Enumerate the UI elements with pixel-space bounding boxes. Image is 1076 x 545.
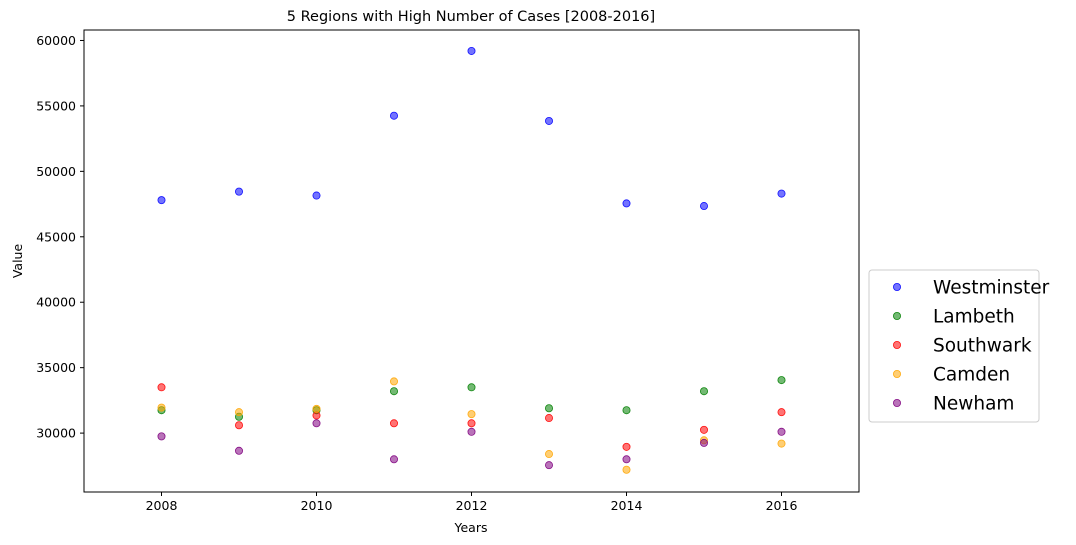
point-lambeth-2016 bbox=[777, 376, 786, 385]
point-lambeth-2014 bbox=[622, 406, 631, 415]
point-westminster-2011 bbox=[389, 111, 398, 120]
x-axis-ticks: 2008 2010 2012 2014 2016 bbox=[146, 492, 798, 513]
point-lambeth-2013 bbox=[545, 404, 554, 413]
point-camden-2011 bbox=[389, 377, 398, 386]
point-lambeth-2015 bbox=[700, 387, 709, 396]
point-camden-2014 bbox=[622, 465, 631, 474]
x-tick-label: 2012 bbox=[456, 498, 488, 513]
x-tick-label: 2016 bbox=[766, 498, 798, 513]
point-westminster-2008 bbox=[157, 196, 166, 205]
legend-marker-camden bbox=[893, 369, 902, 378]
legend-label-westminster: Westminster bbox=[933, 278, 1050, 299]
legend-marker-westminster bbox=[893, 282, 902, 291]
point-southwark-2009 bbox=[234, 421, 243, 430]
x-tick-label: 2008 bbox=[146, 498, 178, 513]
point-newham-2010 bbox=[312, 419, 321, 428]
point-southwark-2010 bbox=[312, 411, 321, 420]
y-tick-label: 30000 bbox=[36, 426, 76, 441]
x-axis-label: Years bbox=[454, 520, 488, 535]
point-westminster-2013 bbox=[545, 116, 554, 125]
legend: Westminster Lambeth Southwark Camden Newham bbox=[868, 269, 1050, 423]
x-tick-label: 2014 bbox=[611, 498, 643, 513]
legend-label-lambeth: Lambeth bbox=[933, 307, 1015, 328]
y-tick-label: 50000 bbox=[36, 164, 76, 179]
y-axis-ticks: 30000 35000 40000 45000 50000 55000 60000 bbox=[36, 33, 84, 441]
y-tick-label: 60000 bbox=[36, 33, 76, 48]
point-newham-2011 bbox=[389, 455, 398, 464]
point-westminster-2016 bbox=[777, 189, 786, 198]
point-southwark-2015 bbox=[700, 425, 709, 434]
y-tick-label: 40000 bbox=[36, 295, 76, 310]
point-westminster-2015 bbox=[700, 202, 709, 211]
data-points bbox=[157, 46, 786, 474]
point-camden-2008 bbox=[157, 403, 166, 412]
y-axis-label: Value bbox=[10, 244, 25, 279]
y-tick-label: 35000 bbox=[36, 360, 76, 375]
point-westminster-2014 bbox=[622, 199, 631, 208]
point-westminster-2010 bbox=[312, 191, 321, 200]
y-tick-label: 45000 bbox=[36, 229, 76, 244]
point-camden-2012 bbox=[467, 410, 476, 419]
point-camden-2016 bbox=[777, 439, 786, 448]
point-newham-2015 bbox=[700, 438, 709, 447]
point-southwark-2011 bbox=[389, 419, 398, 428]
point-camden-2013 bbox=[545, 450, 554, 459]
point-lambeth-2012 bbox=[467, 383, 476, 392]
legend-marker-southwark bbox=[893, 340, 902, 349]
x-tick-label: 2010 bbox=[301, 498, 333, 513]
point-camden-2009 bbox=[234, 408, 243, 417]
point-lambeth-2011 bbox=[389, 387, 398, 396]
legend-label-newham: Newham bbox=[933, 394, 1014, 415]
point-newham-2016 bbox=[777, 427, 786, 436]
point-newham-2012 bbox=[467, 427, 476, 436]
point-southwark-2012 bbox=[467, 419, 476, 428]
point-newham-2014 bbox=[622, 455, 631, 464]
point-southwark-2014 bbox=[622, 442, 631, 451]
legend-marker-newham bbox=[893, 398, 902, 407]
y-tick-label: 55000 bbox=[36, 98, 76, 113]
point-southwark-2016 bbox=[777, 408, 786, 417]
point-newham-2013 bbox=[545, 461, 554, 470]
legend-frame bbox=[868, 269, 1040, 423]
point-westminster-2009 bbox=[234, 187, 243, 196]
chart-title: 5 Regions with High Number of Cases [200… bbox=[287, 9, 655, 25]
point-camden-2010 bbox=[312, 404, 321, 413]
legend-label-camden: Camden bbox=[933, 365, 1010, 386]
point-newham-2009 bbox=[234, 446, 243, 455]
point-westminster-2012 bbox=[467, 46, 476, 55]
point-southwark-2013 bbox=[545, 414, 554, 423]
point-southwark-2008 bbox=[157, 383, 166, 392]
legend-marker-lambeth bbox=[893, 311, 902, 320]
point-newham-2008 bbox=[157, 432, 166, 441]
legend-label-southwark: Southwark bbox=[933, 336, 1032, 357]
